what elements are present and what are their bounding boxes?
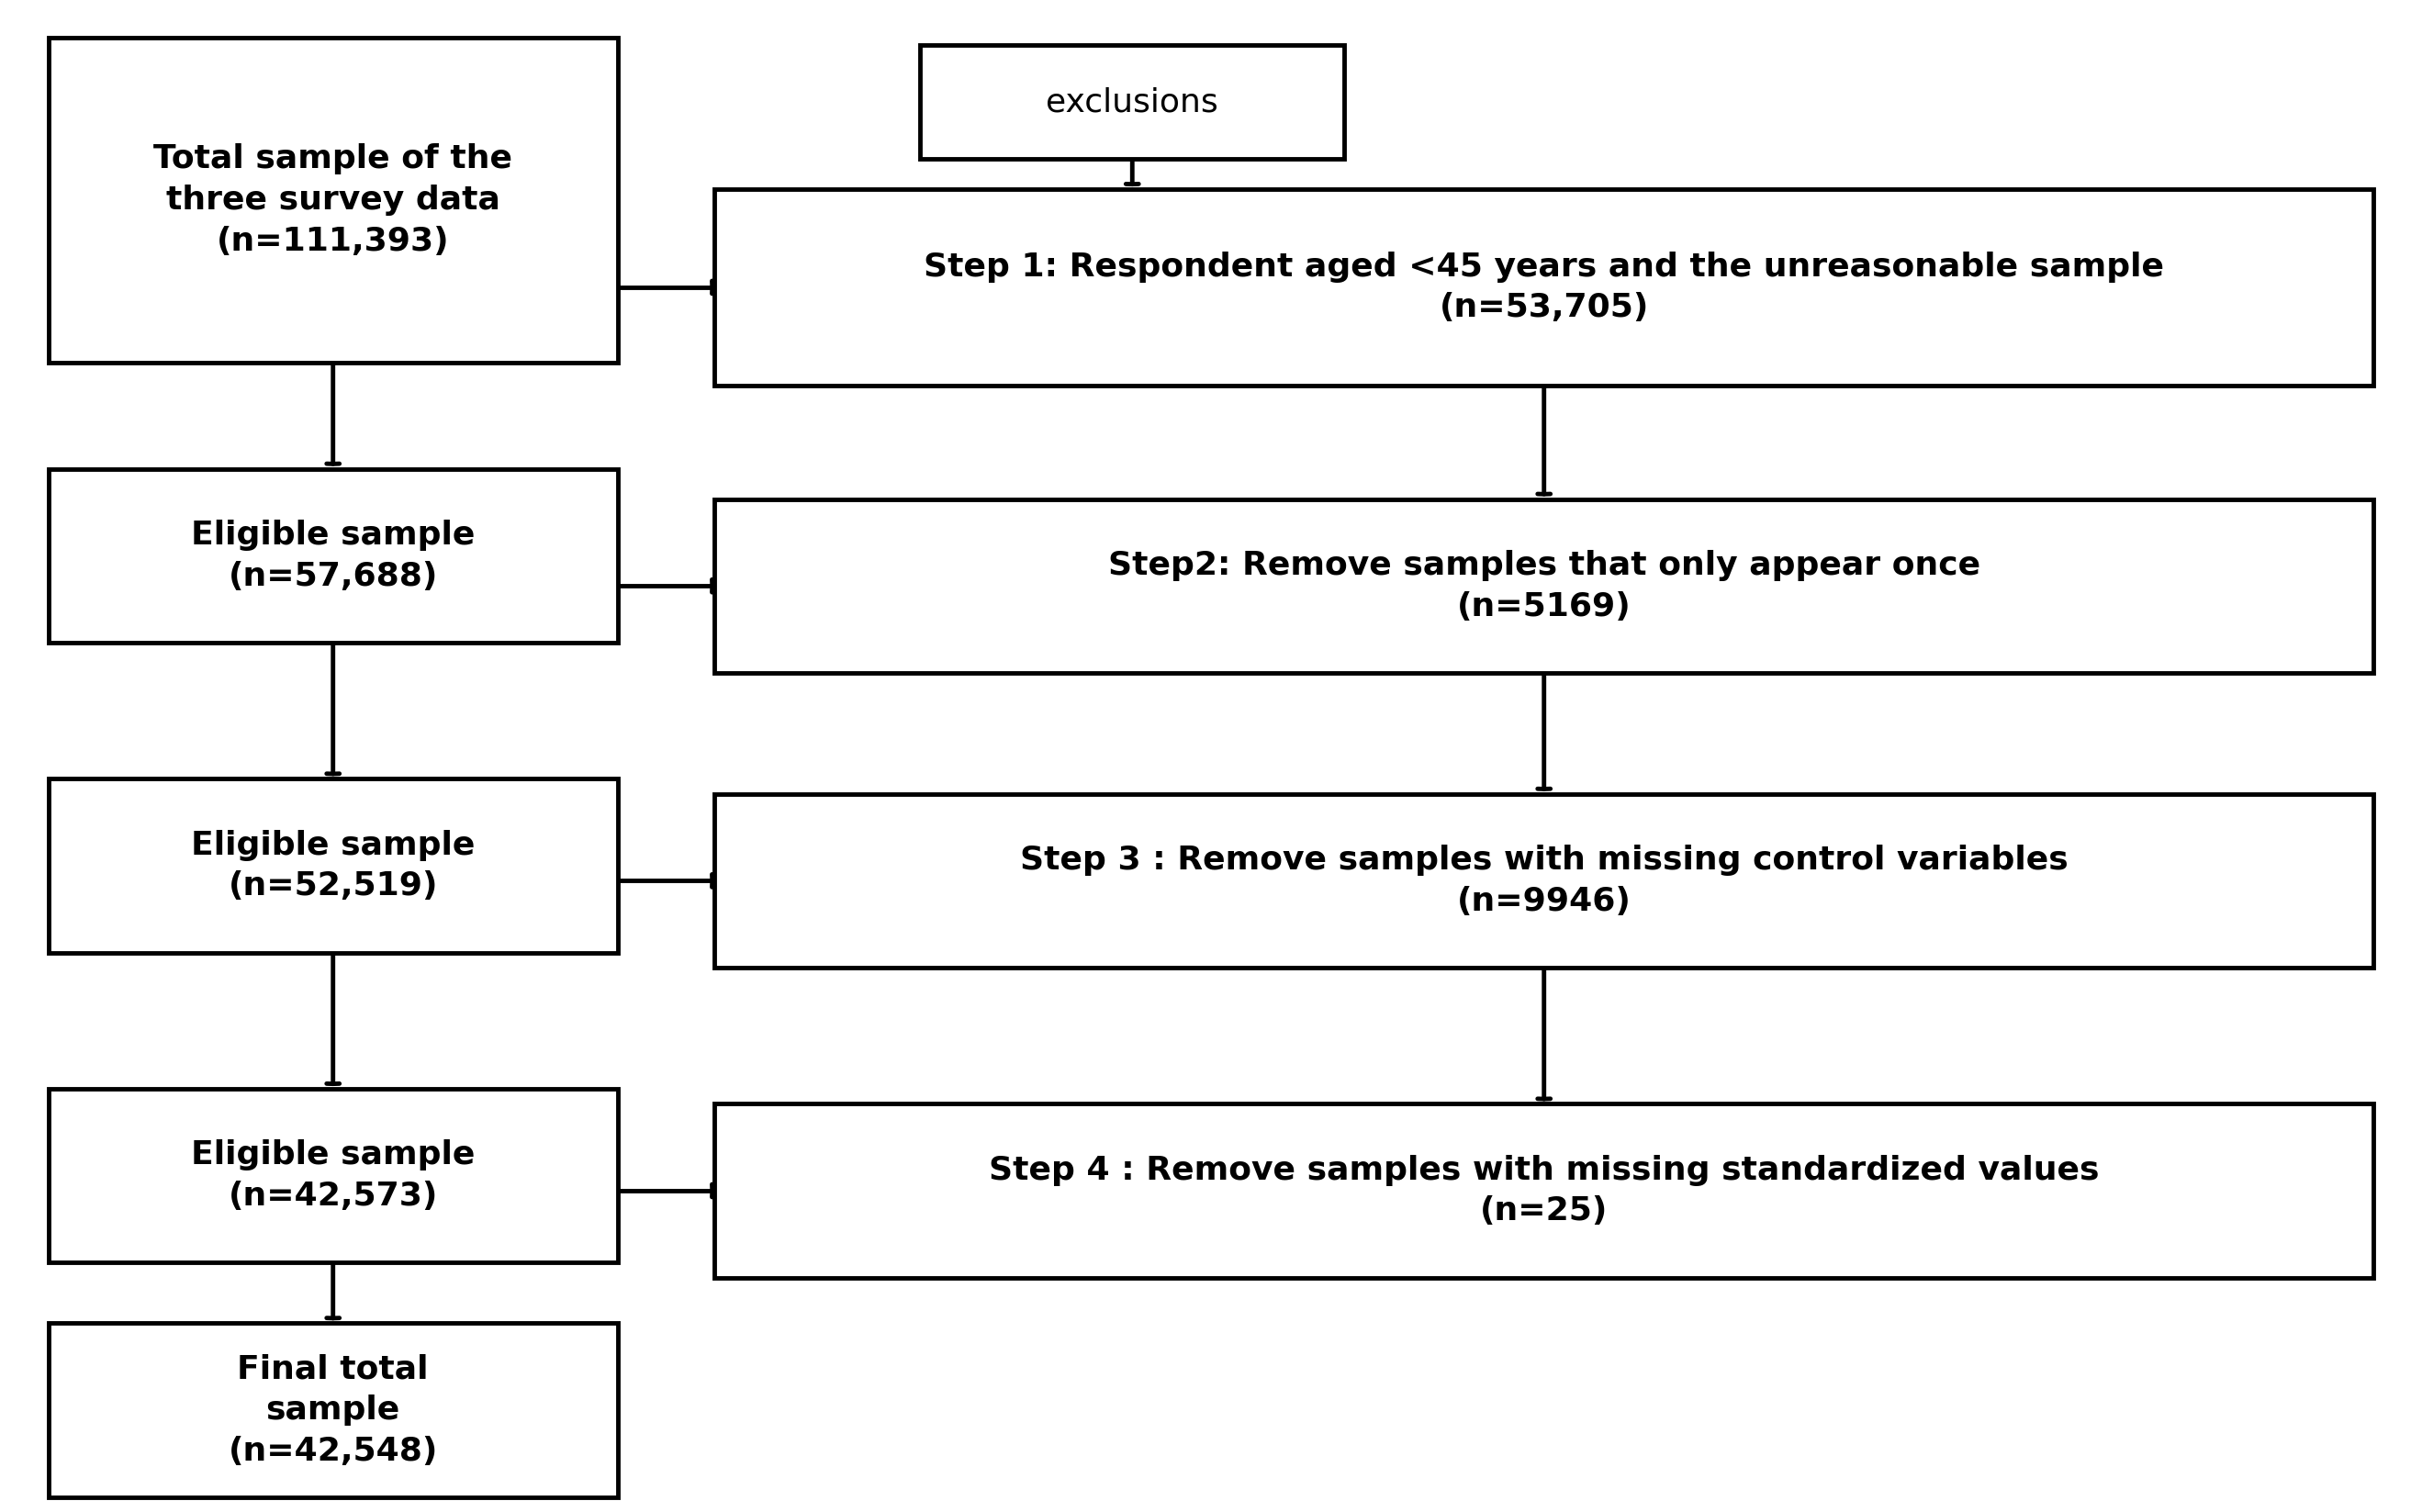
Text: Total sample of the
three survey data
(n=111,393): Total sample of the three survey data (n… (153, 144, 513, 257)
FancyBboxPatch shape (714, 794, 2374, 968)
Text: Step2: Remove samples that only appear once
(n=5169): Step2: Remove samples that only appear o… (1107, 550, 1981, 621)
FancyBboxPatch shape (920, 45, 1344, 159)
FancyBboxPatch shape (48, 1089, 618, 1263)
Text: Step 4 : Remove samples with missing standardized values
(n=25): Step 4 : Remove samples with missing sta… (988, 1155, 2100, 1226)
FancyBboxPatch shape (48, 1323, 618, 1497)
FancyBboxPatch shape (48, 469, 618, 643)
FancyBboxPatch shape (714, 1104, 2374, 1278)
FancyBboxPatch shape (48, 38, 618, 363)
Text: Eligible sample
(n=57,688): Eligible sample (n=57,688) (191, 520, 475, 591)
Text: Step 3 : Remove samples with missing control variables
(n=9946): Step 3 : Remove samples with missing con… (1020, 845, 2068, 916)
FancyBboxPatch shape (714, 189, 2374, 386)
Text: Step 1: Respondent aged <45 years and the unreasonable sample
(n=53,705): Step 1: Respondent aged <45 years and th… (923, 251, 2165, 324)
FancyBboxPatch shape (48, 779, 618, 953)
Text: exclusions: exclusions (1046, 86, 1218, 118)
Text: Eligible sample
(n=42,573): Eligible sample (n=42,573) (191, 1140, 475, 1211)
FancyBboxPatch shape (714, 499, 2374, 673)
Text: Eligible sample
(n=52,519): Eligible sample (n=52,519) (191, 830, 475, 901)
Text: Final total
sample
(n=42,548): Final total sample (n=42,548) (228, 1353, 438, 1467)
